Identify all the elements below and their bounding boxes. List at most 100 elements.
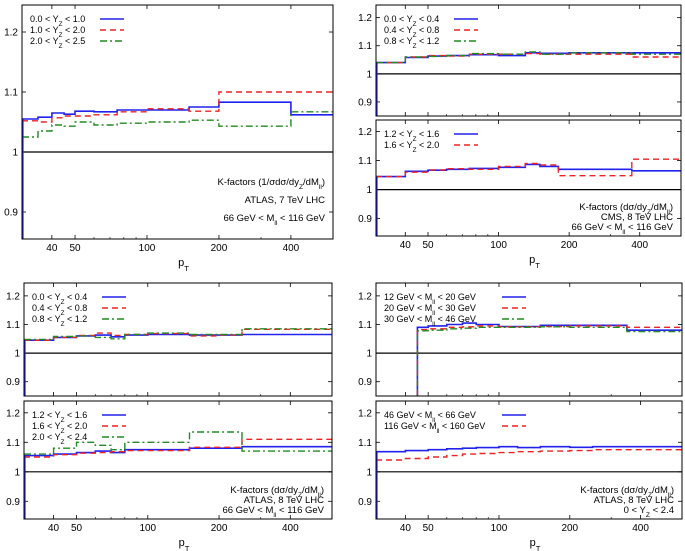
series-group <box>22 91 333 239</box>
legend-label: 1.0 < YZ < 2.0 <box>30 25 85 39</box>
y-tick-label: 0.9 <box>358 97 372 108</box>
y-tick-label: 1 <box>366 69 372 80</box>
x-tick-label: 100 <box>491 523 508 534</box>
x-tick-label: 50 <box>69 243 81 254</box>
series-line <box>376 163 681 178</box>
x-tick-label: 50 <box>422 240 434 251</box>
legend-label: 0.0 < YZ < 0.4 <box>384 14 439 28</box>
legend-label: 30 GeV < Mll < 46 GeV <box>384 314 476 328</box>
legend-label: 0.8 < YZ < 1.2 <box>384 36 439 50</box>
y-tick-label: 0.9 <box>358 214 372 225</box>
x-tick-label: 200 <box>561 240 578 251</box>
panel-br-bot: 0.9 1 1.1 1.2 40 50 100 200 400 pT 46 GeV < Mll < … <box>358 400 683 551</box>
y-tick-label: 1.2 <box>358 13 372 24</box>
series-line <box>376 51 681 64</box>
series-line <box>24 431 332 455</box>
series-line <box>376 52 681 64</box>
series-group <box>376 51 681 116</box>
legend-label: 0.0 < YZ < 1.0 <box>30 14 85 28</box>
y-tick-label: 0.9 <box>358 497 372 508</box>
y-tick-label: 0.9 <box>6 497 20 508</box>
y-tick-label: 1.2 <box>6 408 20 419</box>
legend-label: 0.8 < YZ < 1.2 <box>32 314 87 328</box>
annotation-range: 66 GeV < Mll < 116 GeV <box>223 213 325 227</box>
series-group <box>24 328 332 396</box>
y-tick-label: 1 <box>14 467 20 478</box>
x-tick-label: 400 <box>282 523 299 534</box>
y-tick-label: 0.9 <box>4 208 18 219</box>
annotation-kfactor: K-factors (dσ/dyZ/dMll) <box>580 485 674 499</box>
x-tick-label: 40 <box>48 523 60 534</box>
y-tick-label: 1.1 <box>358 320 372 331</box>
plot-frame <box>23 400 333 520</box>
x-tick-label: 400 <box>631 240 648 251</box>
annotation-range: 66 GeV < Mll < 116 GeV <box>222 505 324 519</box>
legend-label: 1.6 < YZ < 2.0 <box>384 140 439 154</box>
series-line <box>22 111 333 138</box>
plot-frame <box>375 119 682 237</box>
x-tick-label: 50 <box>423 523 435 534</box>
x-tick-label: 200 <box>211 523 228 534</box>
y-tick-label: 0.9 <box>6 377 20 388</box>
x-axis-label: pT <box>530 537 541 551</box>
plot-frame <box>375 282 683 397</box>
y-tick-label: 1 <box>12 148 18 159</box>
legend-label: 0.4 < YZ < 0.8 <box>384 25 439 39</box>
y-tick-label: 1 <box>366 349 372 360</box>
panel-tr-bot: 0.9 1 1.1 1.2 40 50 100 200 400 pT 1.2 < YZ < 1.61… <box>358 119 682 270</box>
y-tick-label: 1 <box>366 185 372 196</box>
x-tick-label: 100 <box>139 243 156 254</box>
plot-frame <box>375 4 682 117</box>
x-tick-label: 50 <box>71 523 83 534</box>
y-tick-label: 0.9 <box>358 377 372 388</box>
panel-tr-top: 0.9 1 1.1 1.2 0.0 < YZ < 0.40.4 < YZ < 0.80.… <box>358 4 682 117</box>
legend-label: 0.4 < YZ < 0.8 <box>32 303 87 317</box>
x-tick-label: 200 <box>561 523 578 534</box>
series-line <box>416 326 682 396</box>
legend-label: 46 GeV < Mll < 66 GeV <box>384 410 476 424</box>
annotation-experiment: ATLAS, 8 TeV LHC <box>244 495 325 506</box>
legend-label: 2.0 < YZ < 2.5 <box>30 36 85 50</box>
series-line <box>416 325 682 396</box>
legend-label: 20 GeV < Mll < 30 GeV <box>384 303 476 317</box>
series-group <box>376 158 681 236</box>
panel-tl-main: 0.9 1 1.1 1.2 40 50 100 200 400 pT 0.0 < YZ < 1.01… <box>4 4 334 273</box>
legend-label: 116 GeV < Mll < 160 GeV <box>384 421 485 435</box>
y-tick-label: 1.1 <box>6 320 20 331</box>
legend-label: 12 GeV < Mll < 20 GeV <box>384 292 476 306</box>
series-line <box>376 449 682 461</box>
y-tick-label: 1 <box>366 467 372 478</box>
y-tick-label: 1.1 <box>358 156 372 167</box>
y-tick-label: 1.2 <box>6 291 20 302</box>
x-tick-label: 400 <box>283 243 300 254</box>
x-axis-label: pT <box>178 257 189 273</box>
y-tick-label: 1.2 <box>358 127 372 138</box>
x-tick-label: 40 <box>46 243 58 254</box>
series-line <box>416 322 682 396</box>
annotation-kfactor: K-factors (1/σdσ/dyZ/dMll) <box>218 177 325 191</box>
series-line <box>376 158 681 178</box>
y-tick-label: 1.2 <box>358 291 372 302</box>
legend-label: 1.6 < YZ < 2.0 <box>32 421 87 435</box>
series-group <box>24 431 332 519</box>
x-tick-label: 100 <box>139 523 156 534</box>
x-axis-label: pT <box>179 537 190 551</box>
series-group <box>376 445 682 519</box>
y-tick-label: 1.2 <box>358 408 372 419</box>
y-tick-label: 1.1 <box>4 88 18 99</box>
annotation-experiment: ATLAS, 8 TeV LHC <box>594 495 675 506</box>
series-group <box>416 322 682 396</box>
x-axis-label: pT <box>529 254 540 270</box>
y-tick-label: 1.2 <box>4 28 18 39</box>
plot-frame <box>23 282 333 397</box>
series-line <box>24 328 332 341</box>
panel-bl-top: 0.9 1 1.1 1.2 0.0 < YZ < 0.40.4 < YZ < 0.80.… <box>6 282 333 397</box>
annotation-kfactor: K-factors (dσ/dyZ/dMll) <box>230 485 324 499</box>
y-tick-label: 1.1 <box>358 438 372 449</box>
x-tick-label: 40 <box>400 240 412 251</box>
legend-label: 1.2 < YZ < 1.6 <box>384 129 439 143</box>
x-tick-label: 400 <box>632 523 649 534</box>
annotation-kfactor: K-factors (dσ/dyZ/dMll) <box>579 202 673 216</box>
